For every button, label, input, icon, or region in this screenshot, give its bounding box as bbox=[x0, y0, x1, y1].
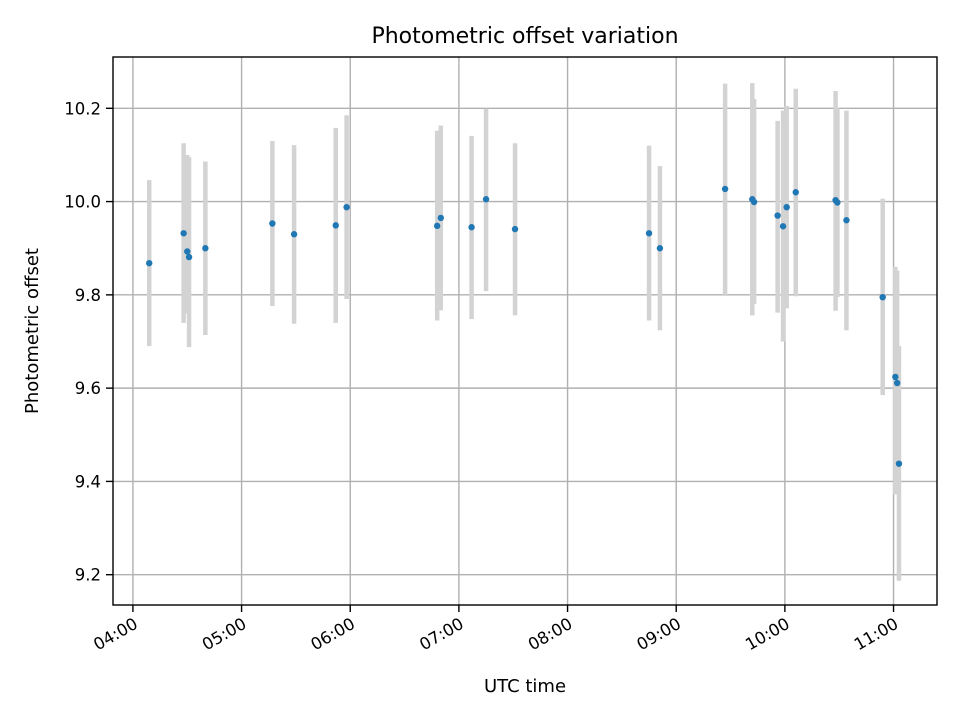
x-tick-label: 09:00 bbox=[634, 614, 685, 654]
data-point bbox=[783, 203, 790, 211]
chart-title: Photometric offset variation bbox=[371, 24, 678, 49]
data-point bbox=[893, 379, 901, 387]
data-point bbox=[146, 259, 153, 267]
data-point bbox=[645, 230, 653, 237]
data-point bbox=[269, 220, 276, 227]
x-tick-label: 11:00 bbox=[851, 614, 902, 654]
x-tick-label: 06:00 bbox=[308, 614, 359, 654]
x-tick-label: 05:00 bbox=[199, 614, 250, 654]
plot-frame bbox=[112, 56, 938, 606]
y-tick-label: 9.4 bbox=[75, 472, 101, 491]
y-tick-label: 10.0 bbox=[64, 193, 101, 212]
data-point bbox=[180, 230, 187, 237]
data-point bbox=[834, 199, 841, 206]
data-point bbox=[185, 253, 193, 261]
data-point bbox=[750, 198, 758, 206]
data-point bbox=[779, 223, 787, 230]
data-point bbox=[721, 185, 729, 193]
errorbar-layer bbox=[146, 83, 902, 581]
y-tick-label: 10.2 bbox=[64, 99, 101, 118]
data-point bbox=[332, 222, 339, 229]
data-point bbox=[892, 373, 899, 381]
data-point bbox=[895, 460, 903, 467]
data-point bbox=[290, 231, 298, 238]
data-point bbox=[202, 245, 209, 252]
data-point bbox=[437, 214, 444, 222]
data-point bbox=[656, 245, 664, 252]
grid-layer bbox=[113, 57, 937, 605]
data-point bbox=[468, 224, 475, 231]
data-point bbox=[482, 196, 490, 203]
y-tick-label: 9.8 bbox=[75, 286, 101, 305]
data-point bbox=[792, 189, 799, 196]
y-tick-label: 9.6 bbox=[75, 379, 101, 398]
data-point bbox=[774, 212, 781, 219]
data-point bbox=[879, 293, 886, 301]
x-tick-label: 07:00 bbox=[416, 614, 467, 654]
data-point bbox=[843, 217, 850, 224]
y-tick-label: 9.2 bbox=[75, 566, 101, 585]
x-tick-label: 08:00 bbox=[525, 614, 576, 654]
x-axis-label: UTC time bbox=[484, 676, 566, 697]
x-tick-label: 04:00 bbox=[90, 614, 141, 654]
data-point bbox=[343, 203, 350, 211]
data-point bbox=[433, 222, 441, 230]
x-tick-label: 10:00 bbox=[742, 614, 793, 654]
point-layer bbox=[146, 185, 903, 467]
data-point bbox=[184, 248, 191, 255]
y-axis-label: Photometric offset bbox=[22, 248, 43, 414]
data-point bbox=[511, 225, 519, 233]
